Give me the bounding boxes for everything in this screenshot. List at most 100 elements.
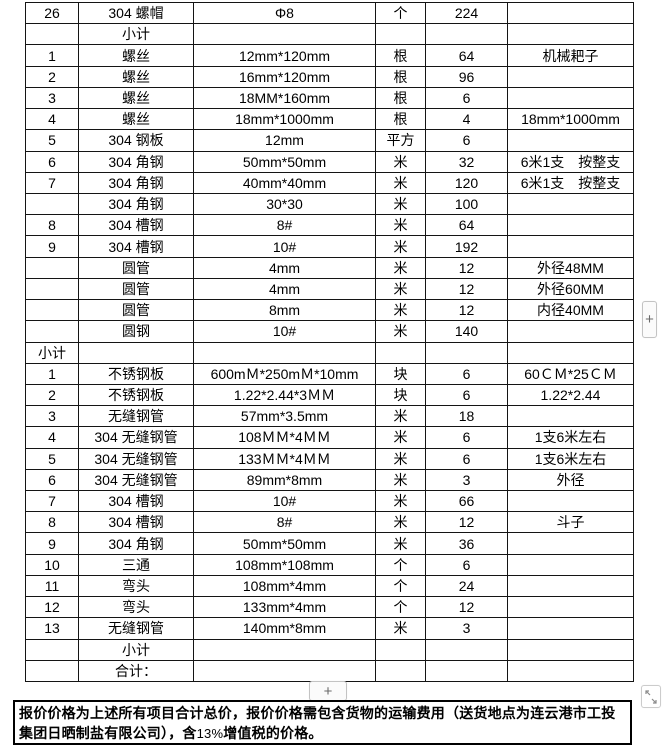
table-cell[interactable]: 米 <box>375 426 426 449</box>
table-cell[interactable]: 米 <box>375 214 426 237</box>
table-cell[interactable]: 57mm*3.5mm <box>193 405 376 428</box>
table-cell[interactable]: 螺丝 <box>78 86 194 110</box>
table-cell[interactable] <box>507 65 634 88</box>
table-cell[interactable]: 64 <box>425 44 508 67</box>
table-cell[interactable] <box>425 638 508 661</box>
table-cell[interactable]: 4mm <box>193 277 376 301</box>
table-cell[interactable]: 108ＭＭ*4ＭＭ <box>193 426 376 449</box>
table-cell[interactable]: 18MM*160mm <box>193 86 376 110</box>
table-cell[interactable] <box>375 659 426 683</box>
table-cell[interactable]: 6 <box>425 129 508 152</box>
table-cell[interactable]: 4mm <box>193 256 376 279</box>
table-cell[interactable] <box>507 214 634 237</box>
table-cell[interactable] <box>507 23 634 46</box>
table-cell[interactable]: 斗子 <box>507 511 634 534</box>
table-cell[interactable]: 304 无缝钢管 <box>78 468 194 492</box>
table-cell[interactable] <box>507 638 634 661</box>
table-cell[interactable] <box>78 341 194 364</box>
table-cell[interactable]: 600mＭ*250mＭ*10mm <box>193 362 376 385</box>
table-cell[interactable]: 小计 <box>78 638 194 661</box>
table-cell[interactable]: 米 <box>375 490 426 513</box>
table-cell[interactable]: 18 <box>425 405 508 428</box>
table-cell[interactable]: 米 <box>375 532 426 555</box>
table-cell[interactable]: 12 <box>25 596 79 619</box>
table-cell[interactable]: 18mm*1000mm <box>193 108 376 131</box>
table-cell[interactable] <box>507 596 634 619</box>
table-cell[interactable]: 无缝钢管 <box>78 617 194 640</box>
table-cell[interactable]: 4 <box>425 108 508 131</box>
table-cell[interactable]: 24 <box>425 574 508 598</box>
table-cell[interactable]: 304 槽钢 <box>78 235 194 258</box>
table-cell[interactable] <box>507 490 634 513</box>
table-cell[interactable] <box>375 341 426 364</box>
table-cell[interactable]: 12mm <box>193 129 376 152</box>
table-cell[interactable]: 304 无缝钢管 <box>78 447 194 470</box>
table-cell[interactable]: 50mm*50mm <box>193 532 376 555</box>
table-cell[interactable] <box>507 129 634 152</box>
table-cell[interactable]: 个 <box>375 574 426 598</box>
table-cell[interactable]: 5 <box>25 447 79 470</box>
table-cell[interactable]: 140 <box>425 320 508 343</box>
table-cell[interactable]: 根 <box>375 44 426 67</box>
table-cell[interactable]: 32 <box>425 150 508 173</box>
table-cell[interactable]: 圆管 <box>78 277 194 301</box>
table-cell[interactable]: 小计 <box>25 341 79 364</box>
table-cell[interactable]: 1 <box>25 44 79 67</box>
table-cell[interactable]: 108mm*4mm <box>193 574 376 598</box>
table-cell[interactable]: 米 <box>375 150 426 173</box>
table-cell[interactable]: 12 <box>425 299 508 322</box>
table-cell[interactable]: 内径40MM <box>507 299 634 322</box>
table-cell[interactable] <box>507 192 634 216</box>
table-cell[interactable]: 螺丝 <box>78 108 194 131</box>
table-cell[interactable]: 6米1支 按整支 <box>507 171 634 194</box>
table-cell[interactable]: 不锈钢板 <box>78 383 194 407</box>
table-cell[interactable] <box>507 1 634 25</box>
table-cell[interactable]: 3 <box>25 405 79 428</box>
table-cell[interactable]: 4 <box>25 108 79 131</box>
table-cell[interactable] <box>375 638 426 661</box>
table-cell[interactable]: 米 <box>375 405 426 428</box>
table-cell[interactable]: 米 <box>375 256 426 279</box>
table-cell[interactable]: 小计 <box>78 23 194 46</box>
table-cell[interactable]: 11 <box>25 574 79 598</box>
table-cell[interactable] <box>25 277 79 301</box>
table-cell[interactable]: 个 <box>375 596 426 619</box>
table-cell[interactable]: 米 <box>375 192 426 216</box>
table-cell[interactable]: 不锈钢板 <box>78 362 194 385</box>
table-cell[interactable]: 10# <box>193 235 376 258</box>
table-cell[interactable]: 304 角钢 <box>78 532 194 555</box>
table-cell[interactable]: 8# <box>193 511 376 534</box>
table-cell[interactable]: 6米1支 按整支 <box>507 150 634 173</box>
table-cell[interactable]: 133mm*4mm <box>193 596 376 619</box>
table-cell[interactable]: 30*30 <box>193 192 376 216</box>
table-cell[interactable]: 圆钢 <box>78 320 194 343</box>
table-cell[interactable]: 弯头 <box>78 574 194 598</box>
table-cell[interactable]: 304 槽钢 <box>78 214 194 237</box>
table-cell[interactable] <box>25 299 79 322</box>
table-cell[interactable]: 块 <box>375 383 426 407</box>
table-cell[interactable]: 304 钢板 <box>78 129 194 152</box>
table-cell[interactable]: 304 槽钢 <box>78 490 194 513</box>
table-cell[interactable]: 10# <box>193 490 376 513</box>
table-cell[interactable]: 根 <box>375 108 426 131</box>
table-cell[interactable]: 10 <box>25 553 79 576</box>
table-cell[interactable]: 8# <box>193 214 376 237</box>
table-cell[interactable]: 96 <box>425 65 508 88</box>
table-resize-handle[interactable] <box>641 685 661 708</box>
table-cell[interactable]: 三通 <box>78 553 194 576</box>
table-cell[interactable]: 5 <box>25 129 79 152</box>
table-cell[interactable] <box>507 574 634 598</box>
add-row-button[interactable]: + <box>309 681 347 701</box>
table-cell[interactable]: 米 <box>375 171 426 194</box>
table-cell[interactable] <box>425 659 508 683</box>
table-cell[interactable]: 304 角钢 <box>78 171 194 194</box>
table-cell[interactable]: 108mm*108mm <box>193 553 376 576</box>
table-cell[interactable]: 6 <box>425 447 508 470</box>
table-cell[interactable] <box>193 659 376 683</box>
table-cell[interactable]: 6 <box>25 150 79 173</box>
table-cell[interactable] <box>507 659 634 683</box>
table-cell[interactable]: 66 <box>425 490 508 513</box>
table-cell[interactable] <box>507 553 634 576</box>
add-column-button[interactable]: + <box>642 301 657 338</box>
table-cell[interactable]: 100 <box>425 192 508 216</box>
